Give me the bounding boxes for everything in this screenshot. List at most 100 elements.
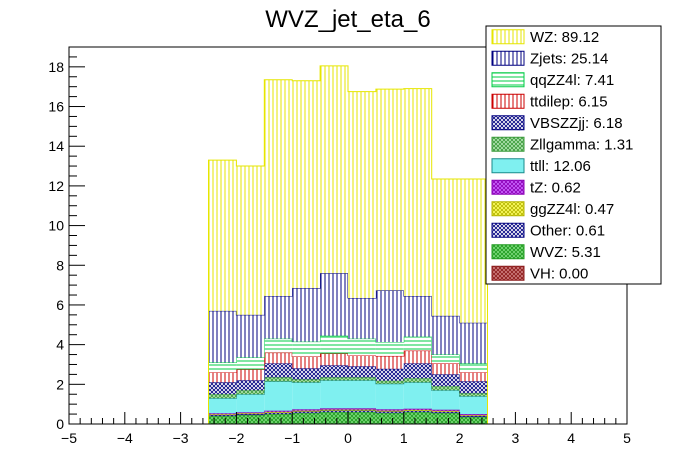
bar-qqzz4l-1: [236, 357, 265, 370]
legend-entry-vh: VH: 0.00: [491, 265, 588, 282]
bar-qqzz4l-8: [431, 354, 460, 364]
legend-label: Other: 0.61: [530, 222, 605, 239]
y-tick-label: 12: [48, 178, 64, 194]
bar-ttdilep-8: [431, 363, 460, 375]
bar-qqzz4l-0: [208, 362, 237, 373]
bar-wz-0: [208, 160, 237, 311]
legend-swatch: [491, 244, 525, 260]
legend-entry-tz: tZ: 0.62: [491, 179, 581, 196]
bar-vbszzjj-7: [403, 363, 432, 379]
legend-swatch: [491, 93, 525, 109]
legend-swatch: [491, 179, 525, 195]
bar-ttdilep-6: [375, 355, 404, 369]
bar-vbszzjj-1: [236, 380, 265, 391]
y-tick-label: 18: [48, 59, 64, 75]
legend-swatch: [491, 115, 525, 131]
y-axis: 0 2 4 6 8 10 12 14 16 18: [48, 46, 85, 432]
bar-ttll-0: [208, 398, 237, 414]
legend-entry-ttll: ttll: 12.06: [491, 158, 591, 175]
bar-ttdilep-3: [292, 356, 321, 369]
chart-title: WVZ_jet_eta_6: [265, 6, 430, 33]
bar-ttll-6: [375, 383, 404, 410]
x-tick-label: −2: [228, 430, 244, 446]
legend: WZ: 89.12 Zjets: 25.14 qqZZ4l: 7.41 ttdilep…: [485, 25, 662, 285]
legend-entry-qqzz4l: qqZZ4l: 7.41: [491, 72, 614, 89]
bar-ttll-9: [459, 396, 488, 415]
bar-wvz-6: [375, 413, 404, 424]
bar-wvz-4: [320, 412, 348, 424]
bar-zjets-3: [292, 288, 321, 342]
y-tick-label: 14: [48, 138, 64, 154]
legend-entry-zjets: Zjets: 25.14: [491, 50, 608, 67]
bar-tz-3: [292, 409, 321, 411]
bar-ttdilep-5: [348, 355, 376, 367]
bar-ttll-3: [292, 382, 321, 410]
bar-ttll-8: [431, 390, 460, 410]
bar-zllgamma-2: [264, 377, 293, 382]
legend-label: VBSZZjj: 6.18: [530, 115, 623, 132]
y-tick-label: 6: [56, 297, 64, 313]
legend-swatch: [491, 29, 525, 45]
legend-entry-zllgamma: Zllgamma: 1.31: [491, 136, 633, 153]
x-tick-label: 5: [623, 430, 631, 446]
bar-ttdilep-1: [236, 369, 265, 381]
x-tick-label: −4: [117, 430, 133, 446]
bar-vbszzjj-0: [208, 382, 237, 395]
outline-wz: [208, 65, 488, 424]
bar-qqzz4l-2: [264, 338, 293, 353]
y-tick-label: 0: [56, 416, 64, 432]
bar-wz-5: [348, 91, 376, 299]
bar-ttdilep-4: [320, 353, 348, 366]
bar-vbszzjj-6: [375, 368, 404, 381]
bar-zjets-4: [320, 273, 348, 336]
legend-swatch: [491, 50, 525, 66]
bar-wz-9: [459, 178, 488, 323]
y-tick-label: 2: [56, 376, 64, 392]
legend-label: VH: 0.00: [530, 265, 588, 282]
bar-vbszzjj-9: [459, 381, 488, 394]
bar-wvz-7: [403, 412, 432, 424]
bar-qqzz4l-7: [403, 336, 432, 351]
series-qqzz4l: [208, 335, 488, 424]
bar-wvz-8: [431, 413, 460, 424]
bar-tz-7: [403, 408, 432, 410]
bar-ttll-2: [264, 381, 293, 411]
bar-wz-2: [264, 79, 293, 297]
bar-tz-6: [375, 409, 404, 411]
bar-zllgamma-0: [208, 394, 237, 399]
legend-label: ttll: 12.06: [530, 158, 591, 175]
bar-zjets-2: [264, 296, 293, 339]
legend-swatch: [491, 158, 525, 174]
bar-tz-9: [459, 414, 488, 416]
bar-wz-7: [403, 88, 432, 297]
bar-other-4: [320, 410, 348, 413]
series-ttll: [208, 379, 488, 424]
x-tick-label: 4: [567, 430, 575, 446]
bar-tz-4: [320, 408, 348, 410]
bar-other-6: [375, 411, 404, 414]
y-tick-label: 10: [48, 218, 64, 234]
bar-vbszzjj-4: [320, 365, 348, 378]
legend-label: WZ: 89.12: [530, 29, 599, 46]
legend-swatch: [491, 222, 525, 238]
x-tick-label: −5: [61, 430, 77, 446]
legend-swatch: [491, 72, 525, 88]
bar-tz-2: [264, 410, 293, 412]
bar-tz-5: [348, 408, 376, 410]
legend-swatch: [491, 201, 525, 217]
bar-zllgamma-5: [348, 377, 376, 381]
bar-ttdilep-2: [264, 352, 293, 364]
series-zjets: [208, 272, 488, 424]
bar-ttll-7: [403, 382, 432, 409]
bar-zllgamma-6: [375, 380, 404, 384]
bar-zjets-8: [431, 315, 460, 355]
legend-swatch: [491, 265, 525, 281]
bar-zjets-6: [375, 290, 404, 343]
legend-label: WVZ: 5.31: [530, 244, 601, 261]
series-wz: [208, 65, 488, 424]
bar-qqzz4l-3: [292, 341, 321, 357]
bar-qqzz4l-6: [375, 342, 404, 356]
y-tick-label: 8: [56, 257, 64, 273]
legend-entry-ttdilep: ttdilep: 6.15: [491, 93, 608, 110]
